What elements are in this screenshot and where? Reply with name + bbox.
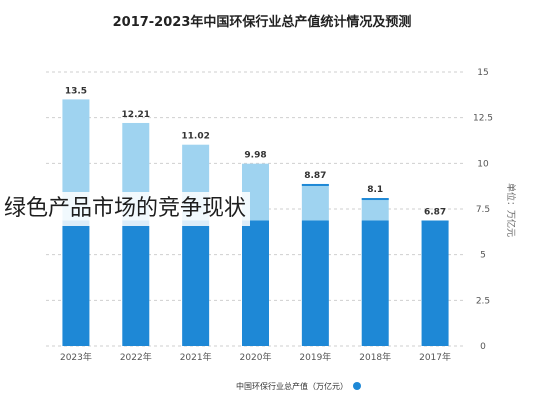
legend-marker xyxy=(353,382,361,390)
x-tick-label: 2021年 xyxy=(180,351,212,363)
y-tick-label: 15 xyxy=(477,68,488,78)
data-label: 6.87 xyxy=(424,208,446,218)
y-axis-label: 单位：万亿元 xyxy=(505,183,517,237)
data-label: 8.87 xyxy=(304,171,326,181)
x-tick-label: 2023年 xyxy=(60,351,92,363)
data-label: 11.02 xyxy=(181,132,209,142)
data-labels: 13.5 12.21 11.02 9.98 8.87 8.1 6.87 xyxy=(65,86,446,217)
bar-cap xyxy=(421,220,449,223)
x-axis-ticks: 2023年 2022年 2021年 2020年 2019年 2018年 2017年 xyxy=(60,351,451,363)
y-tick-label: 10 xyxy=(477,159,489,169)
y-tick-label: 5 xyxy=(480,251,486,261)
bar-base xyxy=(62,220,90,346)
legend: 中国环保行业总产值（万亿元） xyxy=(236,381,361,391)
y-tick-label: 7.5 xyxy=(476,205,490,215)
bar-base xyxy=(301,220,329,346)
chart-title: 2017-2023年中国环保行业总产值统计情况及预测 xyxy=(113,14,412,30)
grid-lines xyxy=(46,71,465,347)
legend-label: 中国环保行业总产值（万亿元） xyxy=(236,381,348,391)
bar-base xyxy=(242,220,269,346)
bar-cap xyxy=(361,198,389,201)
x-tick-label: 2019年 xyxy=(299,351,331,363)
y-tick-label: 12.5 xyxy=(473,114,493,124)
y-tick-label: 0 xyxy=(480,342,486,352)
x-tick-label: 2018年 xyxy=(359,351,391,363)
y-axis-ticks: 15 12.5 10 7.5 5 2.5 0 xyxy=(473,68,493,352)
data-label: 13.5 xyxy=(65,86,87,96)
data-label: 9.98 xyxy=(244,151,266,161)
x-tick-label: 2022年 xyxy=(120,351,152,363)
overlay-caption: 绿色产品市场的竞争现状 xyxy=(0,192,251,226)
bar-base xyxy=(421,220,449,346)
bar-increment xyxy=(361,198,389,221)
bar-base xyxy=(182,220,210,346)
bar-increment xyxy=(301,183,329,221)
bar-cap xyxy=(301,183,329,186)
bar-base xyxy=(122,220,150,346)
y-tick-label: 2.5 xyxy=(476,296,490,306)
bar-base xyxy=(361,220,389,346)
data-label: 8.1 xyxy=(367,185,383,195)
x-tick-label: 2020年 xyxy=(240,351,272,363)
data-label: 12.21 xyxy=(122,110,150,120)
x-tick-label: 2017年 xyxy=(419,351,451,363)
